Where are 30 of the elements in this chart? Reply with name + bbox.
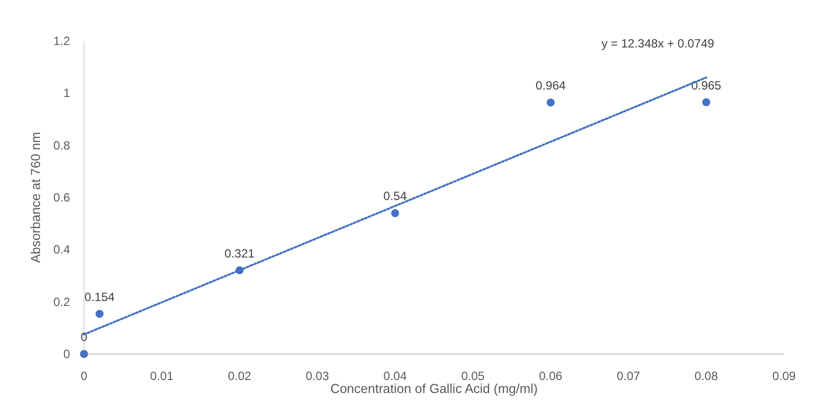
point xyxy=(96,310,104,318)
y-tick-label: 1.2 xyxy=(53,34,70,48)
data-label: 0.154 xyxy=(84,290,115,304)
y-tick-label: 0.2 xyxy=(53,294,70,309)
x-tick-label: 0.04 xyxy=(383,369,408,383)
x-tick-label: 0.06 xyxy=(538,369,563,383)
x-tick-label: 0.05 xyxy=(461,369,485,383)
annotation: y = 12.348x + 0.0749 xyxy=(601,36,715,51)
data-label: 0.54 xyxy=(383,189,408,204)
x-tick-label: 0.08 xyxy=(694,369,718,383)
y-tick-label: 0.6 xyxy=(53,190,70,204)
data-label: 0.321 xyxy=(224,246,255,260)
x-tick-label: 0.07 xyxy=(616,369,640,383)
x-axis-title: Concentration of Gallic Acid (mg/ml) xyxy=(330,381,538,396)
y-tick-label: 0.8 xyxy=(53,138,70,152)
data-label: 0.964 xyxy=(536,78,566,93)
x-tick-label: 0 xyxy=(80,369,88,383)
x-tick-label: 0.09 xyxy=(772,369,796,383)
data-label: 0.965 xyxy=(691,78,722,92)
point xyxy=(546,98,555,107)
y-tick-label: 0.4 xyxy=(53,242,70,257)
point xyxy=(80,350,88,358)
y-tick-label: 1 xyxy=(63,86,70,100)
x-tick-label: 0.03 xyxy=(306,369,330,383)
y-tick-label: 0 xyxy=(63,347,70,361)
x-tick-label: 0.02 xyxy=(228,369,252,383)
point xyxy=(702,98,710,106)
y-axis-title: Absorbance at 760 nm xyxy=(28,132,43,263)
point xyxy=(391,209,400,218)
x-tick-label: 0.01 xyxy=(150,369,174,383)
